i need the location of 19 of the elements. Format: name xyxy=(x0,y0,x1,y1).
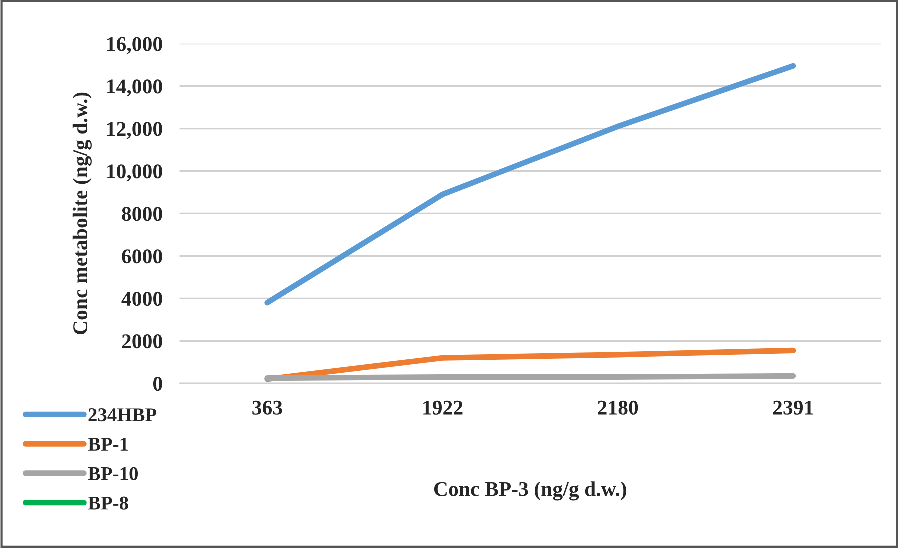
x-tick-label: 1922 xyxy=(424,400,463,415)
y-tick-label: 4000 xyxy=(122,292,162,306)
y-tick-label: 12,000 xyxy=(108,122,162,140)
x-tick-label: 2180 xyxy=(598,400,638,415)
y-tick-label: 6000 xyxy=(122,250,162,264)
legend-label: 234HBP xyxy=(88,408,157,422)
y-tick-label: 10,000 xyxy=(108,164,162,182)
y-tick-label: 0 xyxy=(154,376,162,392)
legend-label: BP-10 xyxy=(88,467,138,480)
x-tick-label: 363 xyxy=(252,400,282,415)
x-axis-title: Conc BP-3 (ng/g d.w.) xyxy=(434,482,626,501)
legend-label: BP-1 xyxy=(88,438,128,451)
y-axis-title: Conc metabolite (ng/g d.w.) xyxy=(72,92,92,335)
y-tick-label: 2000 xyxy=(122,334,162,349)
y-tick-label: 14,000 xyxy=(108,80,162,97)
legend-label: BP-8 xyxy=(88,496,128,510)
y-tick-label: 16,000 xyxy=(108,37,162,54)
y-tick-label: 8000 xyxy=(122,207,162,222)
x-tick-label: 2391 xyxy=(773,400,814,415)
